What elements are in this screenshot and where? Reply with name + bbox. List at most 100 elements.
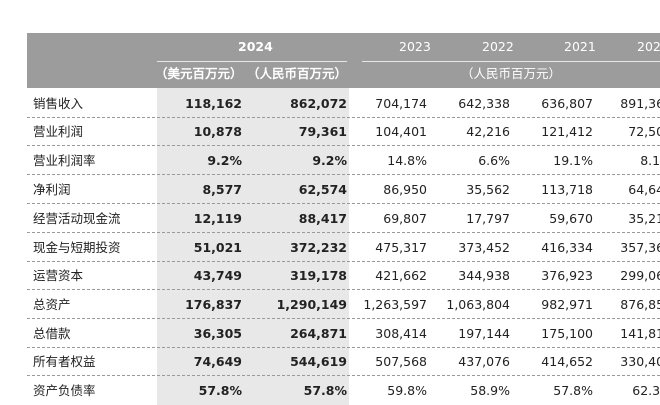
row-value: 10,878 <box>193 124 242 139</box>
row-divider <box>27 318 660 319</box>
row-value: 862,072 <box>290 96 347 111</box>
row-value: 43,749 <box>193 268 242 283</box>
highlight-column-2024 <box>157 88 349 405</box>
row-value: 176,837 <box>185 297 242 312</box>
row-value: 175,100 <box>541 326 593 341</box>
row-value: 357,366 <box>620 240 660 255</box>
row-value: 57.8% <box>303 383 347 398</box>
row-value: 51,021 <box>193 240 242 255</box>
row-divider <box>27 203 660 204</box>
row-value: 57.8% <box>553 383 593 398</box>
row-value: 88,417 <box>298 211 347 226</box>
row-value: 1,063,804 <box>446 297 510 312</box>
row-label: 经营活动现金流 <box>33 211 121 226</box>
table-row: 运营资本 43,749 319,178 421,662 344,938 376,923 29… <box>27 262 660 290</box>
row-value: 17,797 <box>466 211 510 226</box>
row-value: 636,807 <box>541 96 593 111</box>
row-value: 507,568 <box>375 354 427 369</box>
header-unit-usd: （美元百万元） <box>155 66 243 81</box>
header-year-2023: 2023 <box>399 39 431 54</box>
table-row: 营业利润率 9.2% 9.2% 14.8% 6.6% 19.1% 8.1% <box>27 147 660 175</box>
row-label: 销售收入 <box>33 96 84 111</box>
row-value: 330,408 <box>620 354 660 369</box>
row-value: 376,923 <box>541 268 593 283</box>
row-value: 72,501 <box>628 124 660 139</box>
row-value: 59.8% <box>387 383 427 398</box>
row-value: 113,718 <box>541 182 593 197</box>
row-value: 416,334 <box>541 240 593 255</box>
row-value: 9.2% <box>312 153 347 168</box>
row-divider <box>27 174 660 175</box>
row-value: 14.8% <box>387 153 427 168</box>
table-row: 营业利润 10,878 79,361 104,401 42,216 121,412 72,5… <box>27 118 660 146</box>
row-value: 891,368 <box>620 96 660 111</box>
header-year-2022: 2022 <box>482 39 514 54</box>
header-year-2020: 2020 <box>637 39 660 54</box>
row-value: 264,871 <box>290 326 347 341</box>
row-value: 62,574 <box>298 182 347 197</box>
row-value: 6.6% <box>478 153 510 168</box>
table-row: 总借款 36,305 264,871 308,414 197,144 175,100 141… <box>27 320 660 348</box>
table-row: 销售收入 118,162 862,072 704,174 642,338 636,807 8… <box>27 90 660 118</box>
header-rule-2024 <box>157 61 347 62</box>
table-row: 现金与短期投资 51,021 372,232 475,317 373,452 416,33… <box>27 234 660 262</box>
row-value: 57.8% <box>198 383 242 398</box>
header-unit-rmb: （人民币百万元） <box>247 66 348 81</box>
row-value: 642,338 <box>458 96 510 111</box>
row-value: 59,670 <box>549 211 593 226</box>
table-row: 经营活动现金流 12,119 88,417 69,807 17,797 59,670 35,… <box>27 205 660 233</box>
row-value: 9.2% <box>207 153 242 168</box>
row-value: 1,290,149 <box>276 297 347 312</box>
row-value: 42,216 <box>466 124 510 139</box>
row-value: 121,412 <box>541 124 593 139</box>
table-row: 总资产 176,837 1,290,149 1,263,597 1,063,804 982… <box>27 291 660 319</box>
row-value: 372,232 <box>290 240 347 255</box>
row-value: 414,652 <box>541 354 593 369</box>
row-value: 74,649 <box>193 354 242 369</box>
row-divider <box>27 289 660 290</box>
table-row: 资产负债率 57.8% 57.8% 59.8% 58.9% 57.8% 62.3% <box>27 377 660 405</box>
row-value: 197,144 <box>458 326 510 341</box>
row-label: 营业利润率 <box>33 153 96 168</box>
row-value: 344,938 <box>458 268 510 283</box>
header-year-2021: 2021 <box>564 39 596 54</box>
row-label: 总资产 <box>33 297 71 312</box>
row-value: 319,178 <box>290 268 347 283</box>
row-value: 544,619 <box>290 354 347 369</box>
row-value: 36,305 <box>193 326 242 341</box>
table-row: 所有者权益 74,649 544,619 507,568 437,076 414,652 3… <box>27 348 660 376</box>
row-value: 8,577 <box>202 182 242 197</box>
row-label: 现金与短期投资 <box>33 240 121 255</box>
table-row: 净利润 8,577 62,574 86,950 35,562 113,718 64,649 <box>27 176 660 204</box>
row-divider <box>27 232 660 233</box>
row-value: 876,854 <box>620 297 660 312</box>
row-value: 475,317 <box>375 240 427 255</box>
row-value: 35,218 <box>628 211 660 226</box>
row-value: 69,807 <box>383 211 427 226</box>
row-label: 总借款 <box>33 326 71 341</box>
row-divider <box>27 117 660 118</box>
row-label: 运营资本 <box>33 268 84 283</box>
row-value: 79,361 <box>298 124 347 139</box>
row-divider <box>27 347 660 348</box>
row-value: 982,971 <box>541 297 593 312</box>
row-value: 8.1% <box>640 153 660 168</box>
row-value: 421,662 <box>375 268 427 283</box>
row-value: 118,162 <box>185 96 242 111</box>
row-value: 19.1% <box>553 153 593 168</box>
row-value: 308,414 <box>375 326 427 341</box>
row-label: 资产负债率 <box>33 383 96 398</box>
header-rule-history <box>362 61 660 62</box>
table-header: 2024 2023 2022 2021 2020 （美元百万元） （人民币百万元… <box>27 33 660 88</box>
row-value: 299,062 <box>620 268 660 283</box>
row-value: 12,119 <box>193 211 242 226</box>
row-label: 营业利润 <box>33 124 84 139</box>
row-divider <box>27 261 660 262</box>
row-value: 437,076 <box>458 354 510 369</box>
row-label: 净利润 <box>33 182 71 197</box>
row-value: 704,174 <box>375 96 427 111</box>
row-label: 所有者权益 <box>33 354 96 369</box>
row-value: 1,263,597 <box>363 297 427 312</box>
header-year-2024: 2024 <box>238 39 273 54</box>
